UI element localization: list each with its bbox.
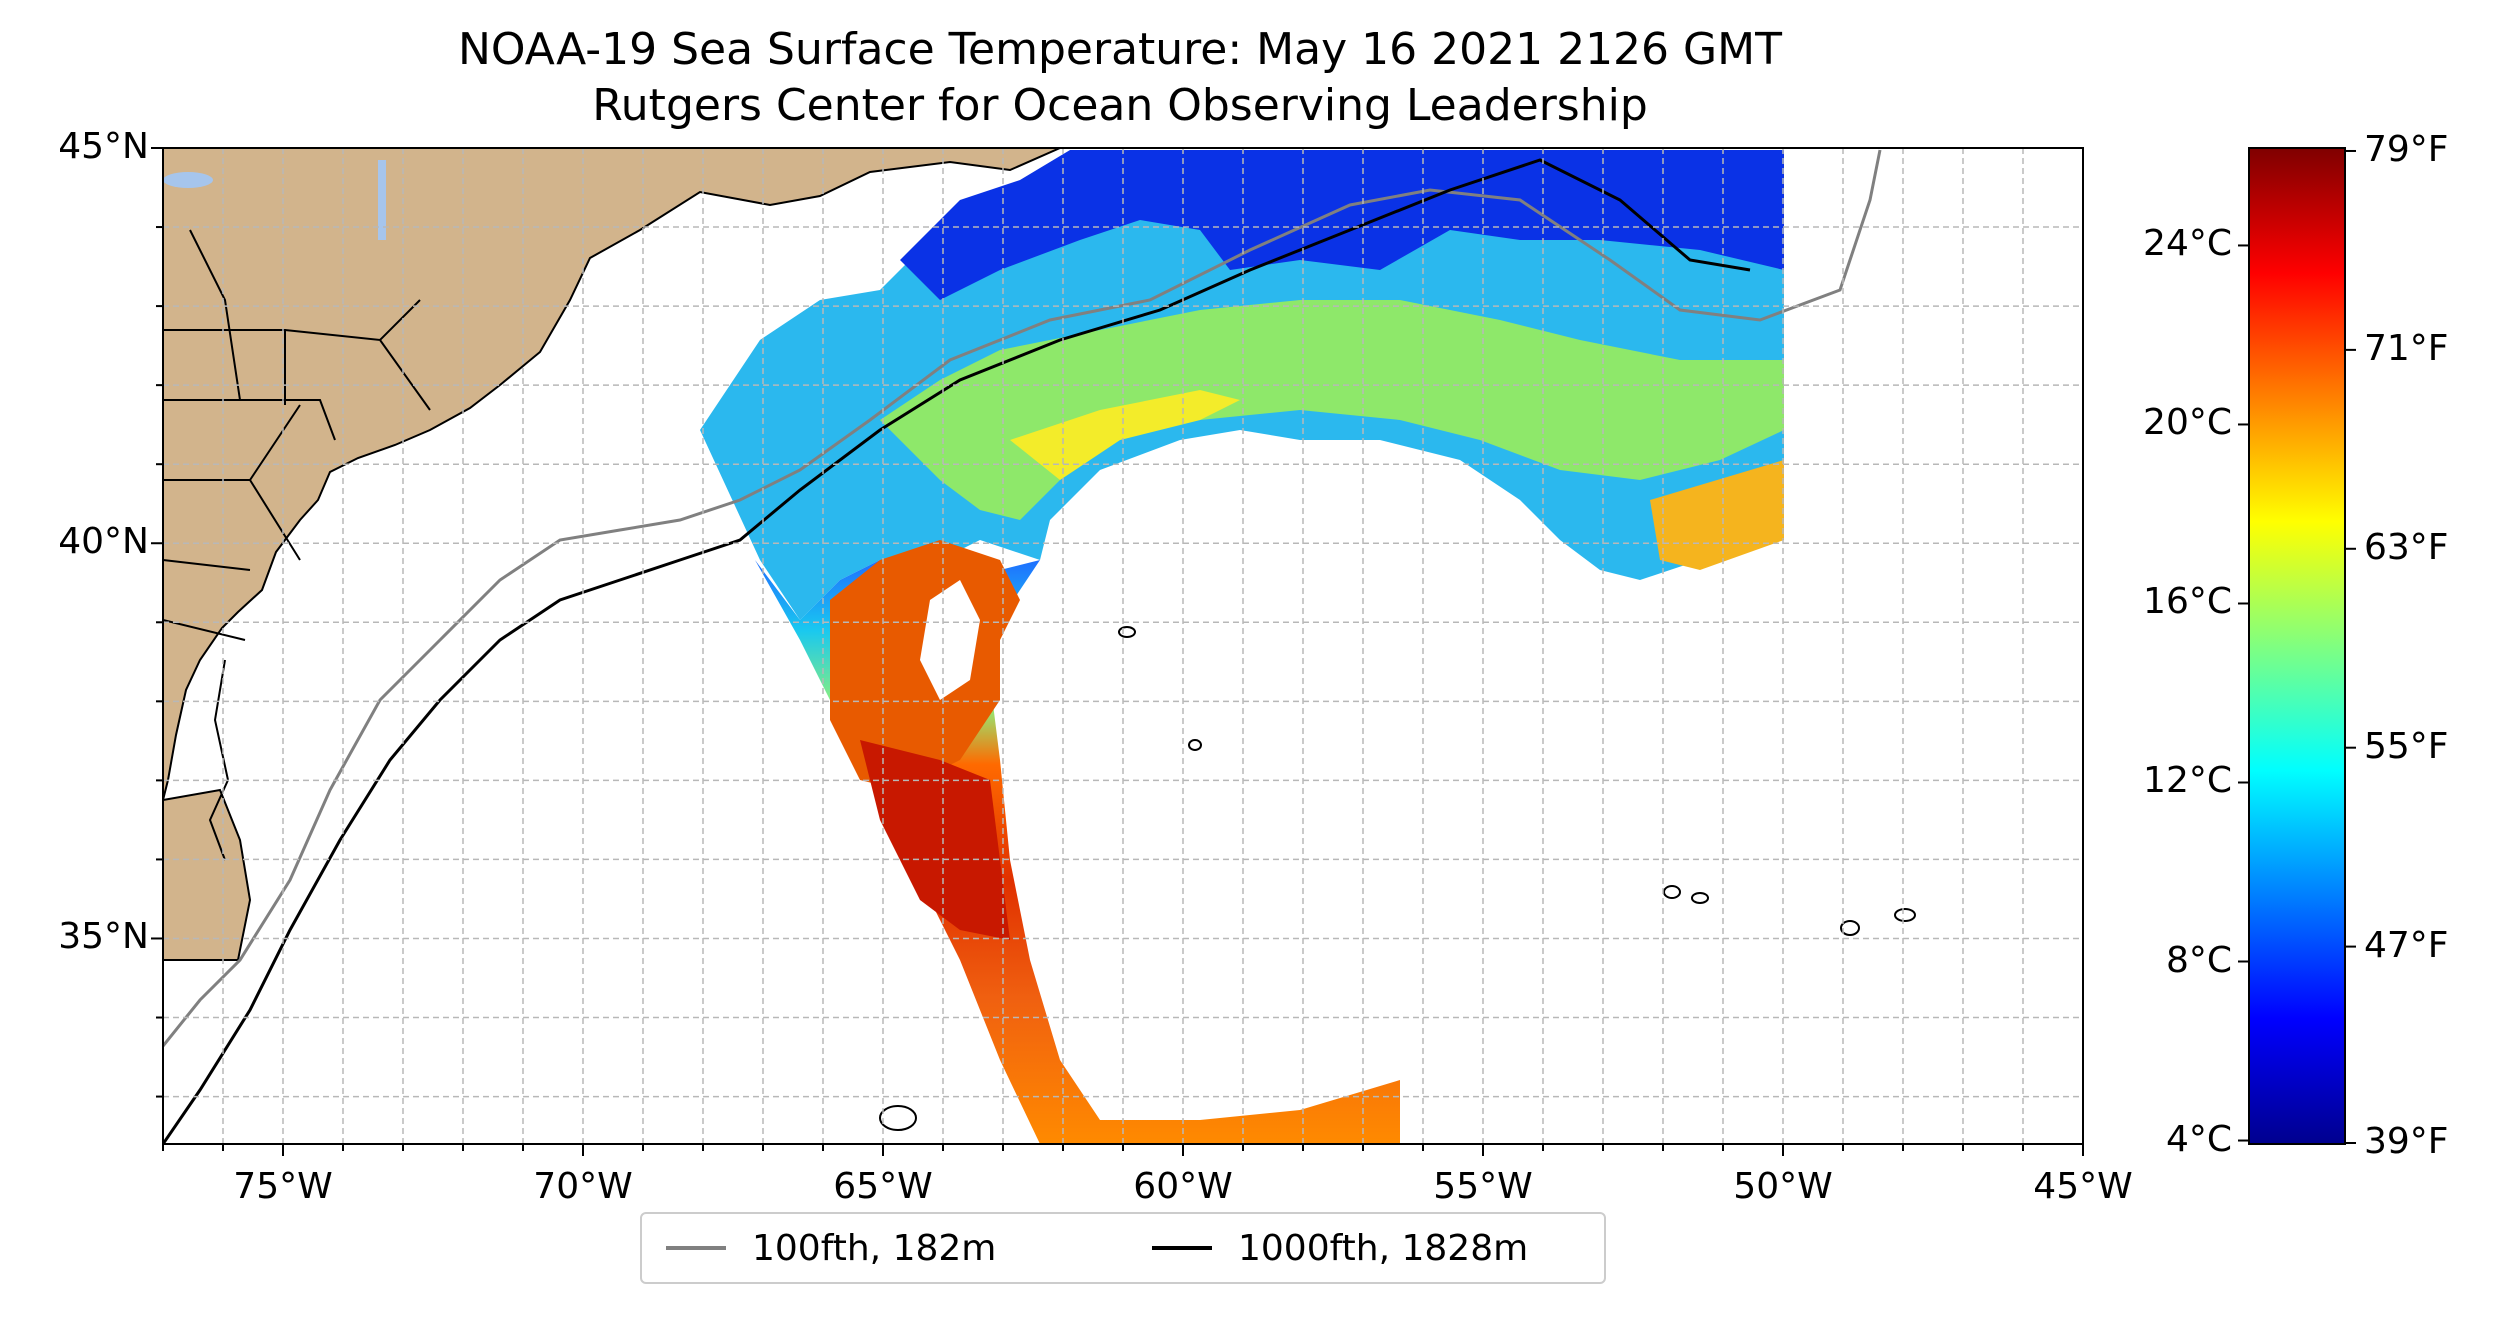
lat-label: 45°N: [58, 126, 149, 167]
seamount-contour: [1840, 920, 1860, 936]
map-title: NOAA-19 Sea Surface Temperature: May 16 …: [458, 24, 1782, 75]
lon-label: 55°W: [1433, 1166, 1533, 1207]
lat-label: 35°N: [58, 916, 149, 958]
colorbar-celsius-label: 24°C: [2143, 223, 2232, 265]
map-subtitle: Rutgers Center for Ocean Observing Leade…: [592, 80, 1648, 131]
sst-hot-core: [860, 740, 1010, 940]
state-borders: [163, 229, 431, 641]
axis-ticks: [151, 147, 2084, 1156]
seamount-contour: [1188, 739, 1202, 751]
colorbar-fahrenheit-label: 55°F: [2364, 725, 2449, 767]
lon-label: 50°W: [1733, 1166, 1833, 1207]
legend-line: [1152, 1246, 1212, 1250]
lon-label: 60°W: [1133, 1166, 1233, 1207]
lon-label: 75°W: [233, 1166, 333, 1207]
lon-label: 45°W: [2033, 1166, 2133, 1207]
sst-cloud-gap: [920, 580, 980, 700]
contour-1000fth: [163, 158, 1751, 1144]
colorbar-celsius-label: 8°C: [2165, 939, 2232, 981]
graticule: [163, 148, 2083, 1144]
lat-label: 40°N: [58, 521, 149, 563]
sst-green-north: [880, 300, 1784, 520]
legend-item-100fth: 100fth, 182m: [666, 1214, 996, 1282]
colorbar-celsius-label: 20°C: [2143, 402, 2232, 444]
seamount-contour: [879, 1105, 917, 1131]
legend: 100fth, 182m 1000fth, 1828m: [640, 1212, 1606, 1284]
lake: [163, 172, 213, 188]
colorbar-fahrenheit-label: 63°F: [2364, 526, 2449, 568]
sst-deep-blue-north: [900, 150, 1784, 300]
lon-label: 65°W: [833, 1166, 933, 1207]
seamount-contour: [1118, 626, 1136, 638]
land-mass: [163, 148, 1061, 801]
seamount-contour: [1691, 892, 1709, 904]
colorbar-fahrenheit-label: 79°F: [2364, 128, 2449, 170]
lon-label: 70°W: [533, 1166, 633, 1207]
legend-item-1000fth: 1000fth, 1828m: [1152, 1214, 1528, 1282]
colorbar-celsius-label: 4°C: [2165, 1118, 2232, 1160]
colorbar-celsius-label: 12°C: [2143, 760, 2232, 802]
seamount-contour: [1894, 908, 1916, 922]
legend-line: [666, 1246, 726, 1250]
contour-100fth: [163, 149, 1882, 1047]
legend-label: 1000fth, 1828m: [1238, 1227, 1529, 1269]
seamount-contour: [1663, 885, 1681, 899]
colorbar-fahrenheit-label: 39°F: [2364, 1121, 2449, 1162]
land-mass-south: [163, 788, 252, 961]
colorbar-fahrenheit-label: 47°F: [2364, 924, 2449, 966]
lake: [378, 160, 386, 240]
colorbar-celsius-label: 16°C: [2143, 581, 2232, 623]
legend-label: 100fth, 182m: [752, 1227, 997, 1269]
colorbar: [2248, 147, 2346, 1145]
colorbar-fahrenheit-label: 71°F: [2364, 327, 2449, 369]
